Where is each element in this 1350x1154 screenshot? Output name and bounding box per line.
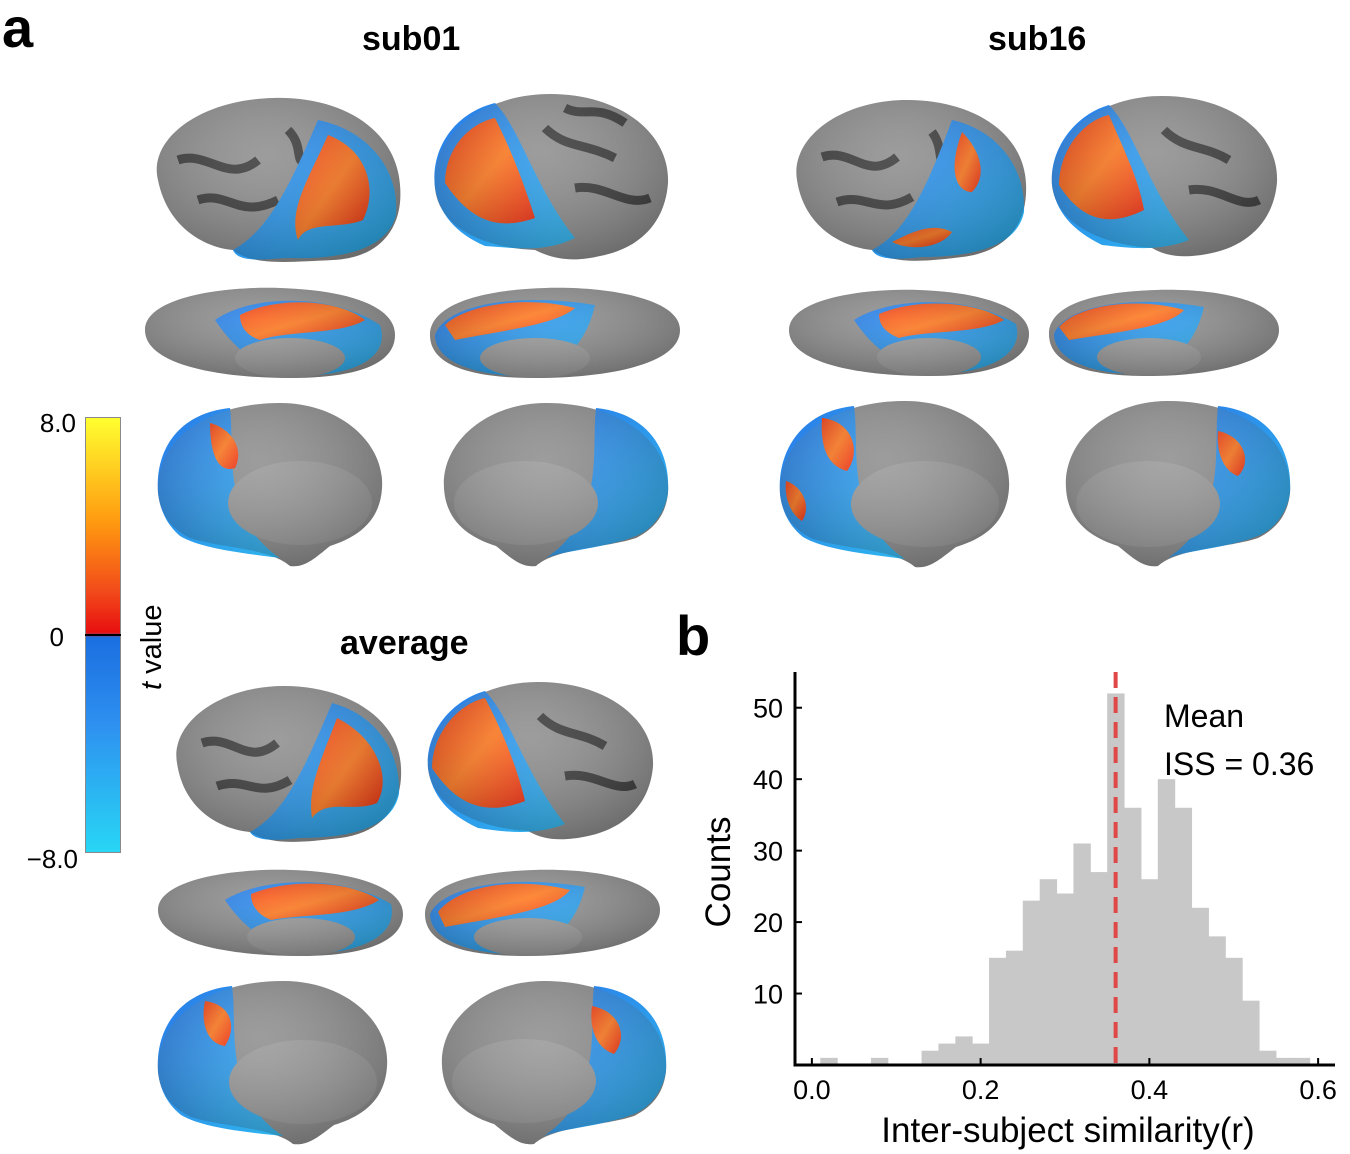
brain-sub01-medial-left — [157, 403, 383, 567]
brain-average-ventral-left — [158, 869, 403, 956]
histogram-bar — [955, 1036, 973, 1065]
histogram-bar — [921, 1050, 939, 1065]
x-tick-label: 0.2 — [962, 1075, 1000, 1105]
y-tick-label: 30 — [753, 837, 783, 867]
x-axis-label: Inter-subject similarity(r) — [881, 1111, 1254, 1150]
histogram-bar — [1157, 779, 1176, 1065]
histogram-bar — [1005, 950, 1024, 1065]
subject-title-average: average — [340, 624, 469, 662]
y-tick-label: 50 — [753, 694, 783, 724]
histogram-bar — [1259, 1050, 1277, 1065]
histogram-bar — [1275, 1057, 1294, 1065]
colorbar-min-label: −8.0 — [26, 844, 78, 874]
y-axis-label: Counts — [699, 817, 738, 928]
brain-average-lateral-right — [427, 682, 654, 840]
histogram-bar — [938, 1043, 956, 1065]
histogram-bar — [989, 957, 1007, 1065]
brain-sub01-ventral-right — [430, 287, 680, 378]
brain-average-medial-left — [157, 981, 388, 1145]
histogram-bar — [1056, 893, 1074, 1065]
brain-sub01-lateral-right — [434, 94, 669, 260]
y-tick-label: 10 — [753, 980, 783, 1010]
colorbar-zero-line — [85, 634, 121, 636]
brain-sub16-lateral-left — [796, 100, 1027, 261]
x-tick-label: 0.4 — [1131, 1075, 1169, 1105]
histogram-bar — [1140, 879, 1159, 1065]
brain-average-medial-right — [441, 981, 667, 1145]
subject-title-sub01: sub01 — [362, 20, 461, 58]
brain-sub16-lateral-right — [1051, 96, 1278, 257]
brain-sub16-ventral-right — [1049, 289, 1279, 376]
annotation-iss: ISS = 0.36 — [1164, 746, 1314, 782]
histogram-bar — [1073, 843, 1091, 1065]
brain-sub16-medial-right — [1065, 401, 1291, 567]
y-tick-label: 40 — [753, 765, 783, 795]
histogram-bar — [870, 1057, 889, 1065]
annotation-mean: Mean — [1164, 698, 1244, 734]
subject-title-sub16: sub16 — [988, 20, 1087, 58]
y-tick-label: 20 — [753, 908, 783, 938]
brain-sub01-ventral-left — [145, 287, 395, 378]
histogram-bar — [1292, 1057, 1311, 1065]
colorbar-zero-label: 0 — [49, 622, 64, 652]
histogram-bar — [972, 1043, 990, 1065]
histogram-bar — [1208, 936, 1226, 1065]
brain-sub16-medial-left — [779, 401, 1010, 568]
histogram-bar — [1191, 907, 1209, 1065]
histogram-bar — [1174, 807, 1193, 1065]
histogram-bar — [820, 1057, 838, 1065]
x-tick-label: 0.0 — [793, 1075, 831, 1105]
brain-sub01-lateral-left — [156, 97, 401, 262]
histogram-bar — [1124, 807, 1142, 1065]
colorbar-max-label: 8.0 — [39, 408, 76, 438]
brain-sub16-ventral-left — [789, 289, 1029, 376]
brain-sub01-medial-right — [443, 403, 669, 567]
histogram-bar — [1039, 879, 1058, 1065]
panel-letter-b: b — [676, 604, 711, 667]
x-tick-label: 0.6 — [1299, 1075, 1337, 1105]
brain-average-lateral-left — [176, 686, 402, 842]
histogram-bar — [1225, 957, 1243, 1065]
histogram-bar — [1090, 872, 1108, 1065]
histogram-bar — [1022, 900, 1041, 1065]
histogram-bar — [1242, 1000, 1260, 1065]
brain-average-ventral-right — [425, 869, 660, 956]
panel-letter-a: a — [2, 0, 34, 59]
